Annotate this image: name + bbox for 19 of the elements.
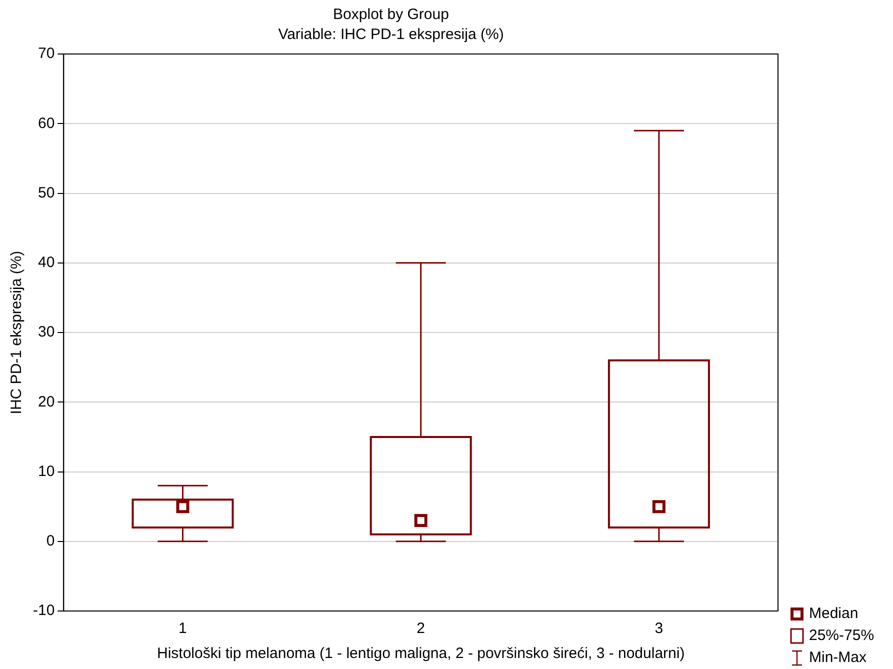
x-tick-label: 3 — [654, 620, 664, 638]
y-tick-label: 60 — [38, 114, 55, 132]
y-tick-label: 20 — [38, 393, 55, 410]
y-tick-label: 10 — [38, 462, 55, 480]
x-tick-label: 1 — [178, 620, 187, 638]
y-axis-title: IHC PD-1 ekspresija (%) — [8, 250, 26, 414]
chart-subtitle: Variable: IHC PD-1 ekspresija (%) — [278, 26, 504, 44]
y-tick-label: -10 — [32, 602, 55, 620]
chart-title: Boxplot by Group — [333, 6, 449, 24]
y-tick-label: 30 — [38, 324, 55, 341]
text: 25%-75% — [809, 626, 874, 646]
y-tick-label: 50 — [38, 184, 55, 202]
y-tick-label: 40 — [38, 254, 55, 272]
x-tick-label: 2 — [416, 620, 426, 638]
y-tick-label: 0 — [46, 532, 55, 550]
text: Min-Max — [809, 648, 867, 668]
y-tick-label: 70 — [38, 45, 55, 62]
x-axis-title: Histološki tip melanoma (1 - lentigo maligna, 2 - površinsko šireći, 3 - nodularni) — [156, 645, 685, 662]
text: Median — [809, 604, 858, 624]
